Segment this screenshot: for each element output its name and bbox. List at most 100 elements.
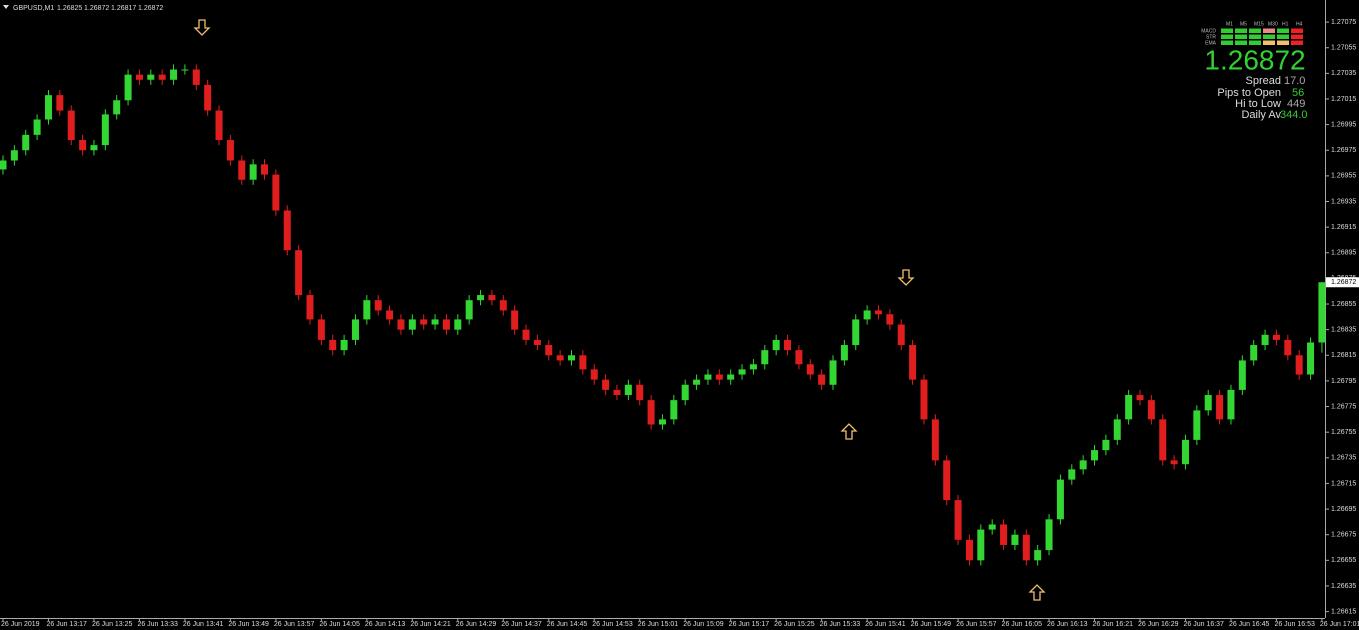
- y-tick-label: 1.27035: [1331, 70, 1356, 77]
- candle-body: [351, 319, 359, 340]
- candle-body: [806, 364, 814, 375]
- candle-body: [10, 150, 18, 161]
- x-tick-label: 26 Jun 14:37: [501, 621, 542, 628]
- candle-body: [1136, 395, 1144, 401]
- header-open: 1.26825: [57, 5, 82, 12]
- x-tick-label: 26 Jun 14:13: [365, 621, 406, 628]
- candle-body: [863, 310, 871, 320]
- candle-body: [852, 319, 860, 346]
- signal-cell: [1291, 40, 1303, 45]
- menu-triangle[interactable]: [3, 5, 9, 9]
- candle-body: [886, 314, 894, 325]
- candle-body: [920, 379, 928, 420]
- x-tick-label: 26 Jun 15:17: [729, 621, 770, 628]
- candle-body: [329, 339, 337, 351]
- x-tick-label: 26 Jun 14:21: [410, 621, 451, 628]
- signal-cell: [1263, 34, 1275, 39]
- candle-body: [317, 319, 325, 340]
- candle-body: [681, 384, 689, 401]
- x-tick-label: 26 Jun 16:45: [1229, 621, 1270, 628]
- candle-body: [693, 379, 701, 385]
- candle-body: [772, 339, 780, 351]
- signal-cell: [1235, 40, 1247, 45]
- candle-body: [522, 329, 530, 340]
- header-high: 1.26872: [84, 5, 109, 12]
- candle-body: [1295, 355, 1303, 375]
- candle-body: [1181, 439, 1189, 465]
- x-tick-label: 26 Jun 16:29: [1138, 621, 1179, 628]
- signal-cell: [1235, 34, 1247, 39]
- x-tick-label: 26 Jun 15:33: [820, 621, 861, 628]
- spread-value: 17.0: [1284, 75, 1305, 87]
- pips-value: 56: [1292, 87, 1304, 99]
- y-tick-label: 1.26975: [1331, 147, 1356, 154]
- signal-cell: [1235, 28, 1247, 33]
- candle-body: [874, 310, 882, 315]
- signal-cell: [1277, 28, 1289, 33]
- candle-body: [1011, 534, 1019, 545]
- candle-body: [226, 139, 234, 161]
- x-tick-label: 26 Jun 15:41: [865, 621, 906, 628]
- signal-cell: [1263, 40, 1275, 45]
- candle-body: [1193, 410, 1201, 440]
- x-tick-label: 26 Jun 15:25: [774, 621, 815, 628]
- candle-body: [761, 350, 769, 365]
- candle-body: [613, 389, 621, 396]
- y-tick-label: 1.26635: [1331, 583, 1356, 590]
- x-tick-label: 26 Jun 16:37: [1183, 621, 1224, 628]
- candle-body: [1170, 460, 1178, 465]
- pips-label: Pips to Open: [1217, 87, 1281, 99]
- candle-body: [590, 369, 598, 380]
- candle-body: [283, 210, 291, 251]
- candle-body: [1318, 282, 1326, 343]
- header-low: 1.26817: [111, 5, 136, 12]
- candle-body: [749, 364, 757, 370]
- candle-body: [33, 119, 41, 135]
- x-tick-label: 26 Jun 13:17: [46, 621, 87, 628]
- signal-cell: [1291, 34, 1303, 39]
- candle-body: [113, 100, 121, 115]
- current-price: 1.26872: [1204, 44, 1305, 75]
- candle-body: [977, 529, 985, 561]
- x-tick-label: 26 Jun 15:01: [638, 621, 679, 628]
- y-tick-label: 1.26655: [1331, 557, 1356, 564]
- candle-body: [658, 419, 666, 425]
- header-close: 1.26872: [138, 5, 163, 12]
- indicator-label: EMA: [1205, 40, 1217, 46]
- symbol: GBPUSD,M1: [13, 5, 54, 12]
- signal-cell: [1249, 40, 1261, 45]
- candle-body: [624, 384, 632, 396]
- candle-body: [818, 374, 826, 385]
- x-tick-label: 26 Jun 15:57: [956, 621, 997, 628]
- candle-body: [602, 379, 610, 390]
- x-tick-label: 26 Jun 17:01: [1320, 621, 1359, 628]
- candle-body: [56, 95, 64, 111]
- timeframe-label: H1: [1282, 21, 1289, 27]
- candle-body: [272, 174, 280, 211]
- y-tick-label: 1.26955: [1331, 173, 1356, 180]
- candle-body: [1045, 519, 1053, 551]
- candle-body: [704, 374, 712, 380]
- candle-body: [636, 384, 644, 401]
- candle-body: [829, 360, 837, 385]
- x-tick-label: 26 Jun 13:33: [137, 621, 178, 628]
- x-tick-label: 26 Jun 13:25: [92, 621, 133, 628]
- candle-body: [1250, 345, 1258, 361]
- candle-body: [44, 95, 52, 120]
- candle-body: [204, 84, 212, 111]
- y-tick-label: 1.26615: [1331, 608, 1356, 615]
- x-tick-label: 26 Jun 14:29: [456, 621, 497, 628]
- signal-cell: [1263, 28, 1275, 33]
- y-tick-label: 1.26995: [1331, 121, 1356, 128]
- candle-body: [670, 400, 678, 420]
- y-tick-label: 1.27075: [1331, 19, 1356, 26]
- candle-body: [465, 300, 473, 320]
- candle-body: [556, 355, 564, 361]
- candle-body: [249, 164, 257, 180]
- candle-body: [533, 339, 541, 346]
- y-tick-label: 1.26715: [1331, 480, 1356, 487]
- candle-body: [897, 324, 905, 346]
- candle-body: [1113, 419, 1121, 440]
- candle-body: [579, 355, 587, 370]
